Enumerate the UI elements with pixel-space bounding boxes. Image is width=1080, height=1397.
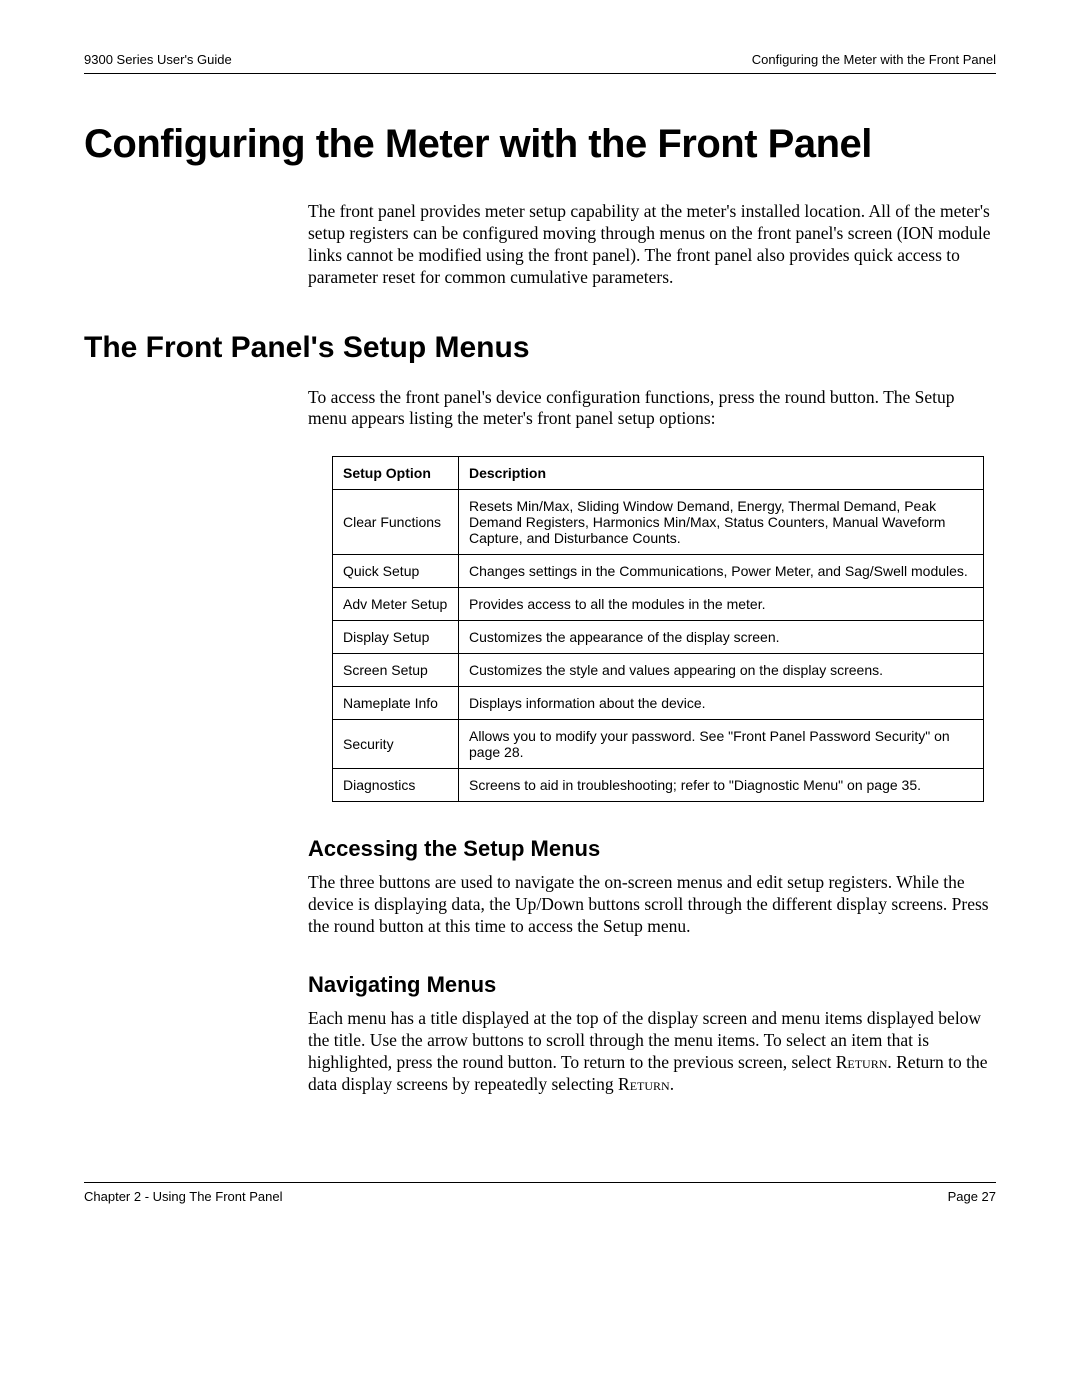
cell-option: Quick Setup (333, 555, 459, 588)
col-header-option: Setup Option (333, 457, 459, 490)
cell-option: Display Setup (333, 621, 459, 654)
cell-desc: Customizes the style and values appearin… (459, 654, 984, 687)
table-row: Screen SetupCustomizes the style and val… (333, 654, 984, 687)
cell-desc: Allows you to modify your password. See … (459, 720, 984, 769)
page-footer: Chapter 2 - Using The Front Panel Page 2… (84, 1182, 996, 1204)
table-row: Adv Meter SetupProvides access to all th… (333, 588, 984, 621)
table-row: SecurityAllows you to modify your passwo… (333, 720, 984, 769)
cell-desc: Customizes the appearance of the display… (459, 621, 984, 654)
cell-option: Nameplate Info (333, 687, 459, 720)
table-row: Display SetupCustomizes the appearance o… (333, 621, 984, 654)
accessing-body: The three buttons are used to navigate t… (308, 872, 996, 938)
footer-right: Page 27 (948, 1189, 996, 1204)
cell-desc: Provides access to all the modules in th… (459, 588, 984, 621)
intro-paragraph: The front panel provides meter setup cap… (308, 201, 996, 289)
table-row: Nameplate InfoDisplays information about… (333, 687, 984, 720)
cell-desc: Changes settings in the Communications, … (459, 555, 984, 588)
page-title: Configuring the Meter with the Front Pan… (84, 122, 996, 167)
subheading-accessing: Accessing the Setup Menus (308, 836, 996, 862)
cell-option: Security (333, 720, 459, 769)
section-heading-setup-menus: The Front Panel's Setup Menus (84, 331, 996, 365)
table-header-row: Setup Option Description (333, 457, 984, 490)
cell-desc: Resets Min/Max, Sliding Window Demand, E… (459, 490, 984, 555)
return-keyword: Return (836, 1052, 888, 1072)
cell-option: Diagnostics (333, 769, 459, 802)
table-row: Clear FunctionsResets Min/Max, Sliding W… (333, 490, 984, 555)
col-header-description: Description (459, 457, 984, 490)
section-body: To access the front panel's device confi… (308, 387, 996, 1096)
cell-option: Clear Functions (333, 490, 459, 555)
navigating-body: Each menu has a title displayed at the t… (308, 1008, 996, 1096)
return-keyword: Return (618, 1074, 670, 1094)
header-left: 9300 Series User's Guide (84, 52, 232, 67)
cell-option: Adv Meter Setup (333, 588, 459, 621)
section-intro: To access the front panel's device confi… (308, 387, 996, 431)
table-row: Quick SetupChanges settings in the Commu… (333, 555, 984, 588)
cell-option: Screen Setup (333, 654, 459, 687)
header-right: Configuring the Meter with the Front Pan… (752, 52, 996, 67)
footer-left: Chapter 2 - Using The Front Panel (84, 1189, 282, 1204)
setup-options-table: Setup Option Description Clear Functions… (332, 456, 984, 802)
page-content: 9300 Series User's Guide Configuring the… (84, 52, 996, 1095)
cell-desc: Screens to aid in troubleshooting; refer… (459, 769, 984, 802)
table-row: DiagnosticsScreens to aid in troubleshoo… (333, 769, 984, 802)
subheading-navigating: Navigating Menus (308, 972, 996, 998)
running-header: 9300 Series User's Guide Configuring the… (84, 52, 996, 74)
cell-desc: Displays information about the device. (459, 687, 984, 720)
